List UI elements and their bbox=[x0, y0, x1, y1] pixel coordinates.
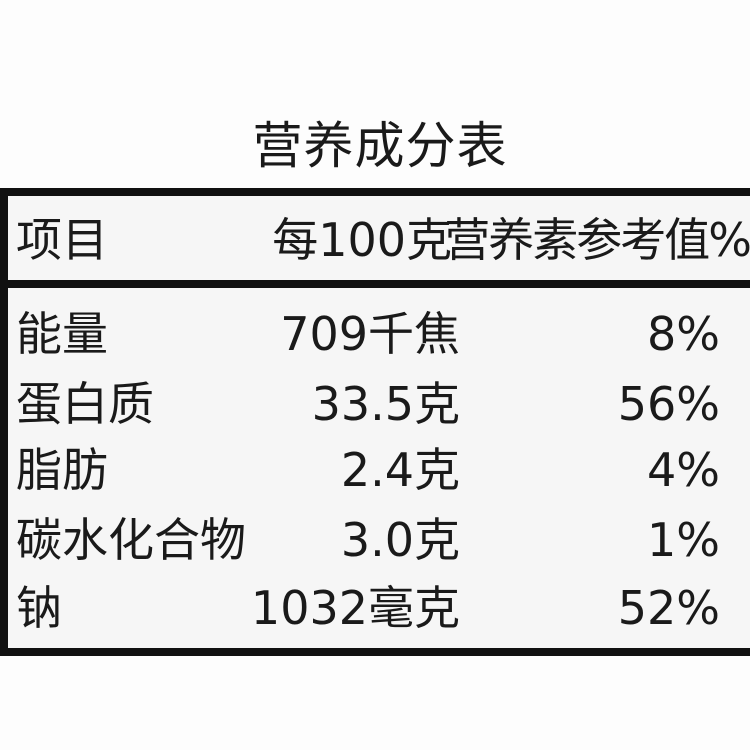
header-item: 项目 bbox=[16, 213, 108, 267]
table-title: 营养成分表 bbox=[252, 117, 508, 175]
table-header: 项目 每100克 营养素参考值% bbox=[8, 196, 750, 288]
nutrient-value: 33.5克 bbox=[311, 377, 460, 431]
nutrient-nrv: 1% bbox=[647, 513, 720, 567]
nutrient-name: 脂肪 bbox=[16, 443, 108, 497]
nutrient-name: 钠 bbox=[16, 581, 62, 635]
header-per-100g: 每100克 bbox=[272, 213, 452, 267]
header-nrv: 营养素参考值% bbox=[444, 213, 750, 267]
nutrient-value: 1032毫克 bbox=[250, 581, 460, 635]
nutrient-name: 能量 bbox=[16, 307, 108, 361]
nutrient-nrv: 56% bbox=[617, 377, 720, 431]
nutrient-name: 蛋白质 bbox=[16, 377, 154, 431]
table-row: 钠 1032毫克 52% bbox=[8, 580, 750, 650]
nutrient-value: 3.0克 bbox=[340, 513, 460, 567]
nutrient-nrv: 4% bbox=[647, 443, 720, 497]
nutrient-nrv: 8% bbox=[647, 307, 720, 361]
nutrient-value: 2.4克 bbox=[340, 443, 460, 497]
nutrition-table: 项目 每100克 营养素参考值% 能量 709千焦 8% 蛋白质 33.5克 5… bbox=[0, 188, 750, 656]
table-row: 能量 709千焦 8% bbox=[8, 306, 750, 376]
nutrient-name: 碳水化合物 bbox=[16, 513, 246, 567]
nutrient-nrv: 52% bbox=[617, 581, 720, 635]
table-row: 蛋白质 33.5克 56% bbox=[8, 376, 750, 446]
table-row: 碳水化合物 3.0克 1% bbox=[8, 512, 750, 582]
nutrient-value: 709千焦 bbox=[280, 307, 460, 361]
table-row: 脂肪 2.4克 4% bbox=[8, 442, 750, 512]
